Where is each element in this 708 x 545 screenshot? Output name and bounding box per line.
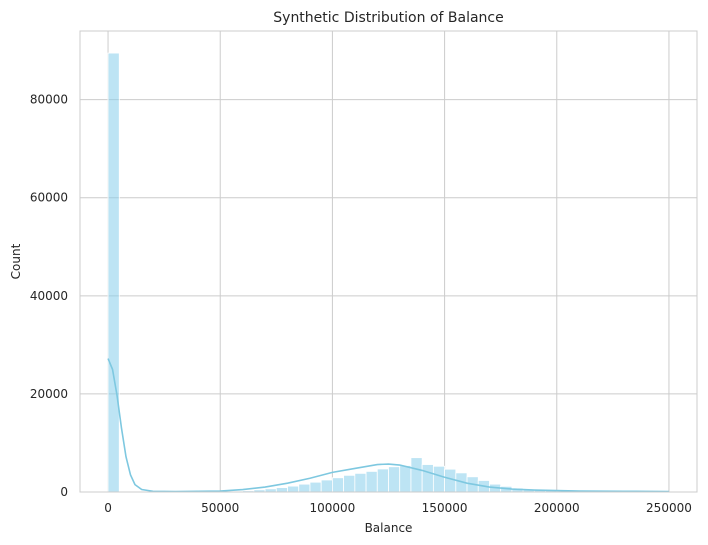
x-tick-label: 100000 [310, 501, 356, 515]
plot-frame [79, 30, 698, 493]
x-tick-label: 150000 [422, 501, 468, 515]
y-axis-ticks: 0 20000 40000 60000 80000 [30, 93, 68, 499]
y-tick-label: 60000 [30, 191, 68, 205]
y-tick-label: 40000 [30, 289, 68, 303]
x-tick-label: 200000 [534, 501, 580, 515]
histogram-bar [410, 457, 423, 493]
x-tick-label: 50000 [201, 501, 239, 515]
histogram-bar [388, 466, 401, 493]
histogram-bar [399, 465, 412, 493]
histogram-bar [343, 474, 356, 493]
x-axis-label: Balance [365, 521, 413, 535]
histogram-bar [376, 468, 389, 493]
y-tick-label: 0 [60, 485, 68, 499]
chart-title: Synthetic Distribution of Balance [273, 10, 503, 26]
histogram-bar [332, 477, 345, 493]
grid-lines [80, 31, 697, 493]
y-axis-label: Count [9, 243, 23, 279]
x-tick-label: 250000 [646, 501, 692, 515]
x-axis-ticks: 0 50000 100000 150000 200000 250000 [104, 501, 692, 515]
histogram-bar [432, 465, 445, 493]
histogram-bar [107, 52, 120, 493]
histogram-bar [354, 472, 367, 493]
histogram-bar [320, 479, 333, 493]
histogram-bar [365, 471, 378, 493]
kde-curve [107, 358, 669, 493]
y-tick-label: 20000 [30, 387, 68, 401]
histogram-bar [275, 487, 288, 493]
y-tick-label: 80000 [30, 93, 68, 107]
histogram-bar [298, 483, 311, 493]
histogram-bar [309, 481, 322, 493]
histogram-bar [421, 464, 434, 493]
histogram-bars [107, 52, 670, 493]
histogram-bar [287, 485, 300, 493]
x-tick-label: 0 [104, 501, 112, 515]
